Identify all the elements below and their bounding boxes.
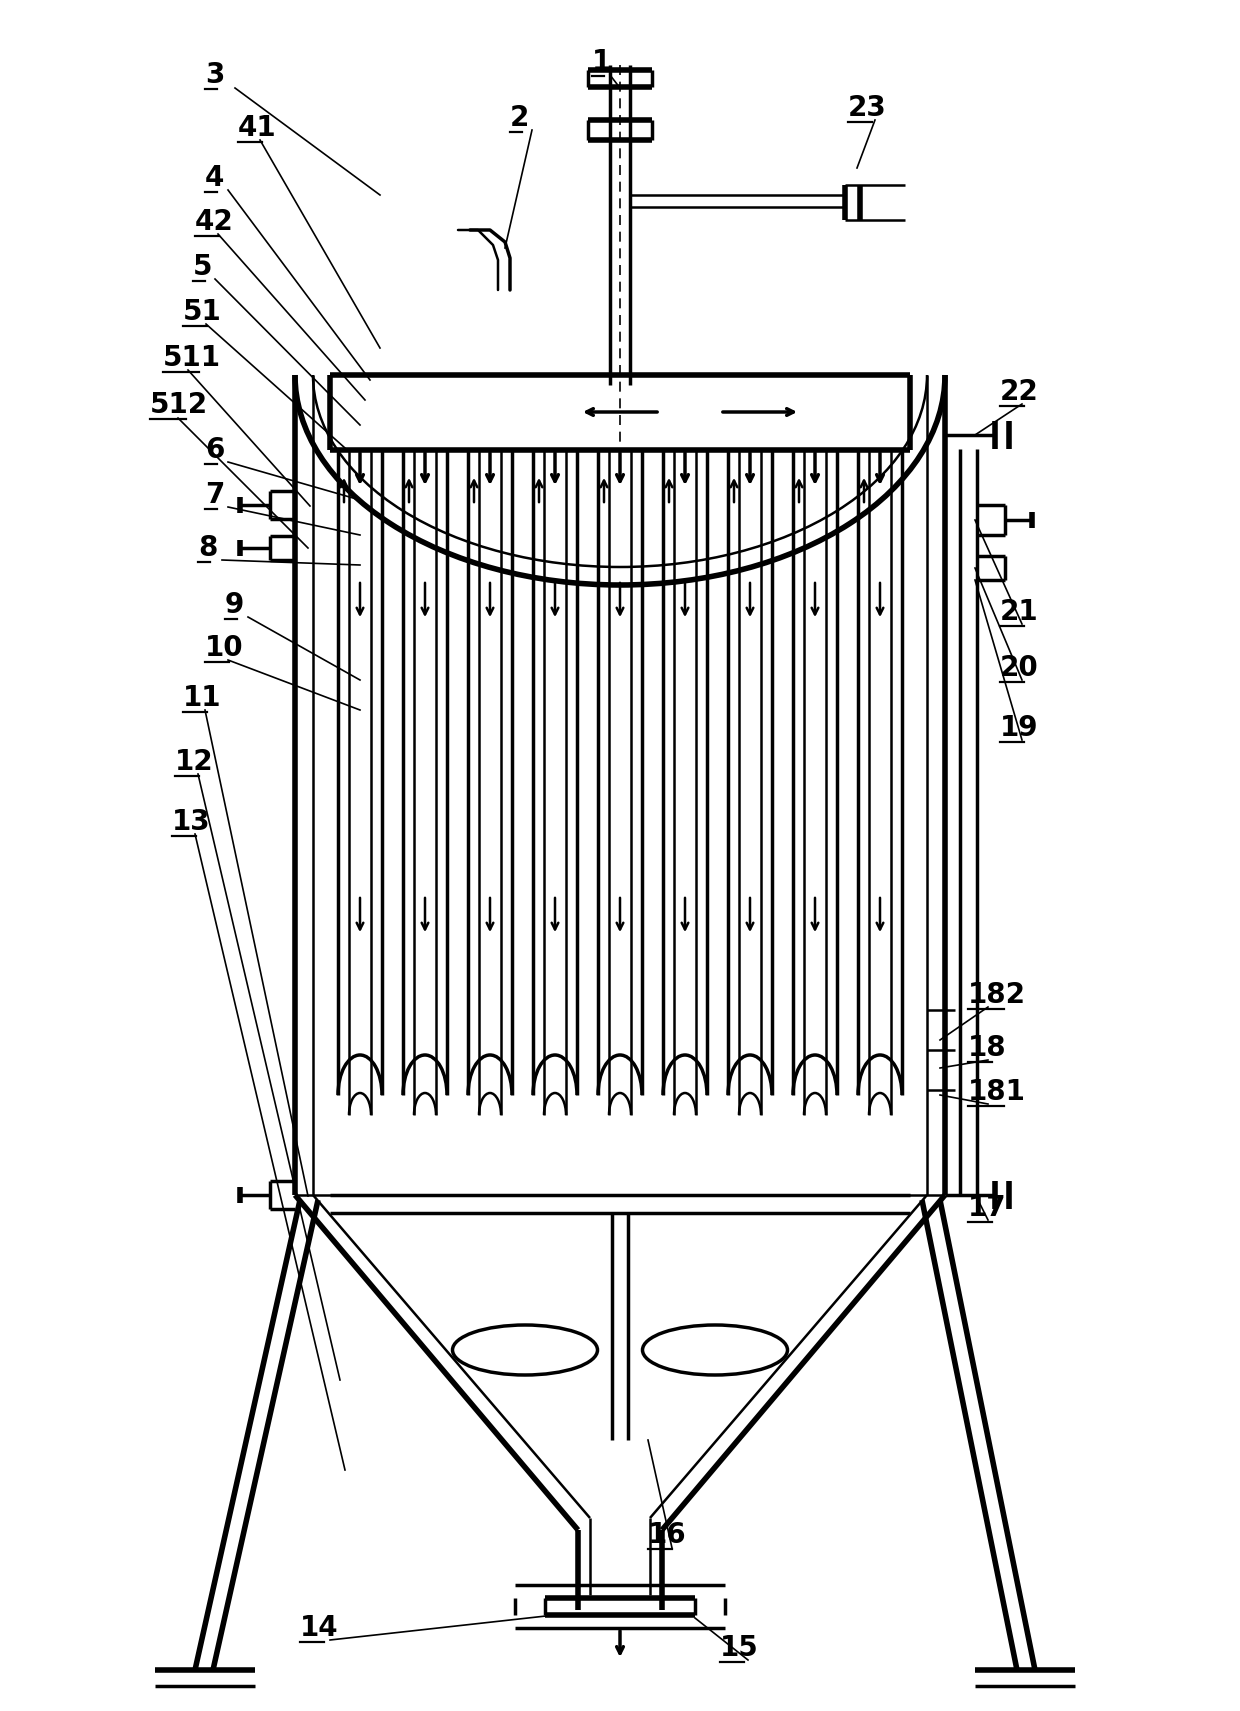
Text: 512: 512 <box>150 392 208 419</box>
Text: 9: 9 <box>224 590 244 619</box>
Text: 51: 51 <box>184 298 222 327</box>
Text: 5: 5 <box>193 253 212 281</box>
Text: 8: 8 <box>198 534 217 561</box>
Text: 42: 42 <box>195 209 234 236</box>
Text: 12: 12 <box>175 748 213 777</box>
Text: 511: 511 <box>162 344 221 371</box>
Text: 17: 17 <box>968 1194 1007 1222</box>
Text: 16: 16 <box>649 1521 687 1548</box>
Text: 3: 3 <box>205 62 224 89</box>
Text: 21: 21 <box>999 599 1039 626</box>
Text: 10: 10 <box>205 635 243 662</box>
Text: 22: 22 <box>999 378 1039 406</box>
Text: 19: 19 <box>999 713 1039 743</box>
Text: 13: 13 <box>172 808 211 837</box>
Text: 14: 14 <box>300 1613 339 1643</box>
Ellipse shape <box>642 1324 787 1376</box>
Text: 6: 6 <box>205 436 224 464</box>
Text: 23: 23 <box>848 94 887 121</box>
Text: 2: 2 <box>510 104 529 132</box>
Text: 182: 182 <box>968 980 1025 1009</box>
Text: 20: 20 <box>999 654 1039 683</box>
Text: 7: 7 <box>205 481 224 508</box>
Text: 41: 41 <box>238 115 277 142</box>
Text: 181: 181 <box>968 1078 1025 1105</box>
Text: 15: 15 <box>720 1634 759 1661</box>
Ellipse shape <box>453 1324 598 1376</box>
Text: 11: 11 <box>184 684 222 712</box>
Text: 4: 4 <box>205 164 224 192</box>
Text: 18: 18 <box>968 1033 1007 1063</box>
Text: 1: 1 <box>591 48 611 75</box>
